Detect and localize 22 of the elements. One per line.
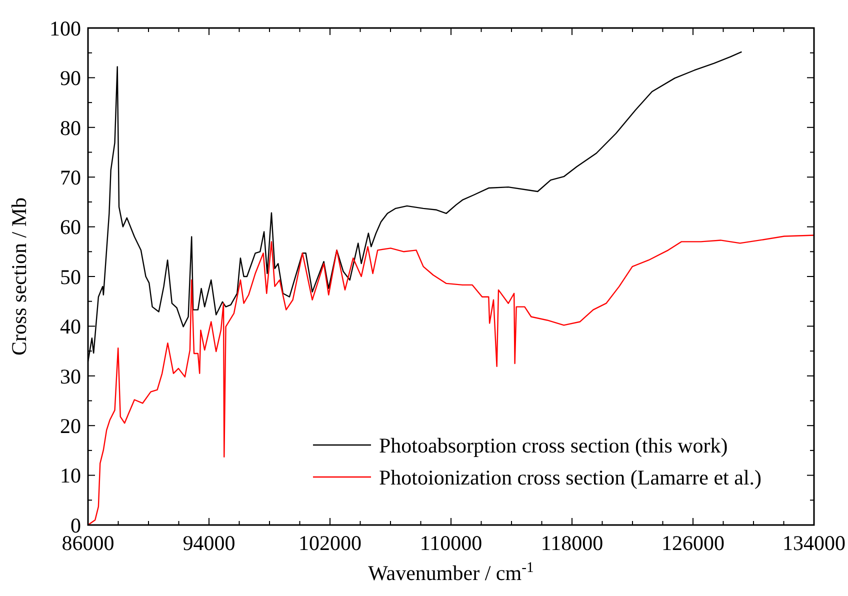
y-tick-label: 90 bbox=[60, 66, 81, 90]
y-tick-label: 10 bbox=[60, 464, 81, 488]
y-tick-label: 80 bbox=[60, 116, 81, 140]
y-axis-title: Cross section / Mb bbox=[7, 197, 31, 356]
x-tick-label: 94000 bbox=[182, 531, 236, 555]
x-tick-label: 118000 bbox=[540, 531, 604, 555]
y-tick-label: 100 bbox=[50, 16, 81, 40]
legend-label: Photoabsorption cross section (this work) bbox=[379, 433, 728, 458]
x-tick-label: 126000 bbox=[662, 531, 724, 555]
x-axis-title: Wavenumber / cm$^{-1}$ bbox=[368, 560, 534, 585]
y-tick-label: 40 bbox=[60, 314, 81, 339]
x-tick-label: 102000 bbox=[298, 531, 362, 555]
x-tick-label: 134000 bbox=[782, 531, 846, 555]
y-tick-label: 0 bbox=[70, 513, 81, 538]
line-series bbox=[88, 234, 814, 525]
y-tick-label: 50 bbox=[60, 264, 81, 289]
y-tick-label: 20 bbox=[60, 414, 81, 438]
y-tick-label: 70 bbox=[60, 165, 81, 190]
x-tick-label: 110000 bbox=[420, 531, 482, 555]
legend-label: Photoionization cross section (Lamarre et al.) bbox=[379, 465, 762, 490]
y-tick-label: 60 bbox=[60, 215, 81, 240]
y-tick-label: 30 bbox=[60, 364, 81, 388]
